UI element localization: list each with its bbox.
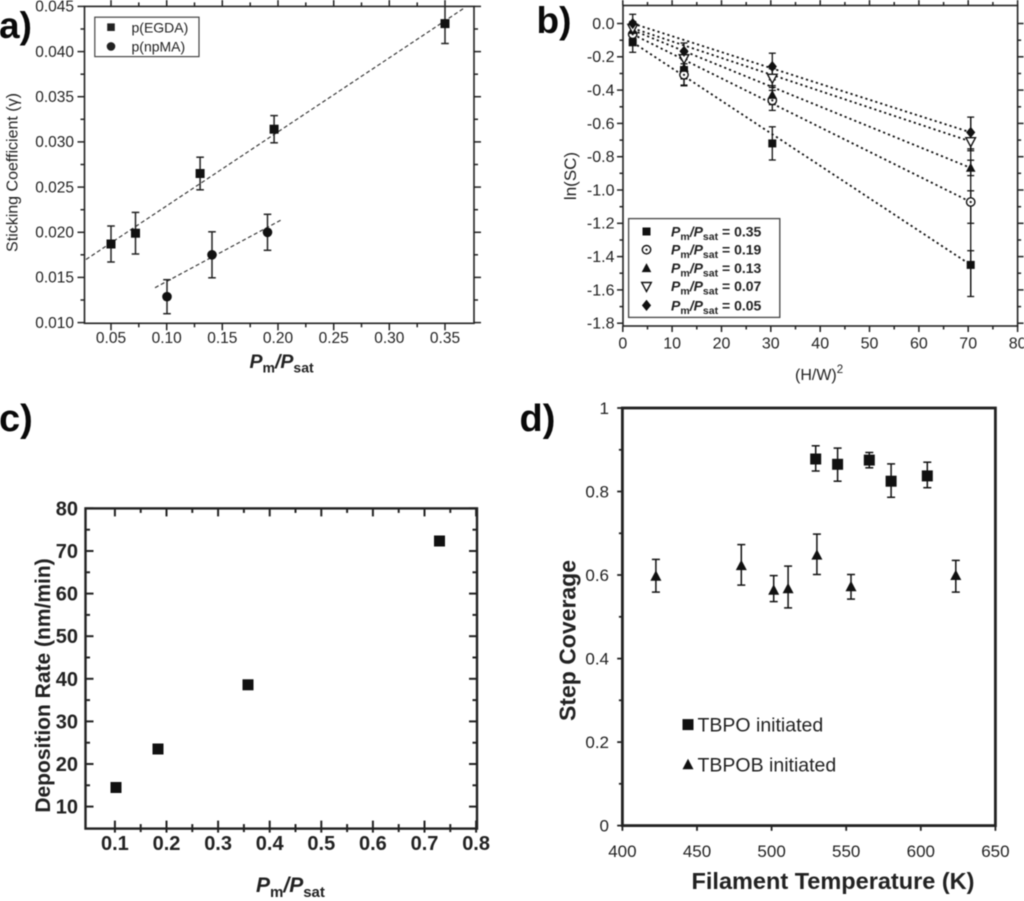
svg-text:600: 600 bbox=[907, 842, 935, 861]
svg-text:0.010: 0.010 bbox=[35, 315, 74, 332]
svg-text:TBPOB initiated: TBPOB initiated bbox=[698, 755, 837, 777]
svg-text:-0.6: -0.6 bbox=[587, 116, 615, 133]
svg-text:550: 550 bbox=[832, 842, 860, 861]
svg-text:Pm/Psat = 0.35: Pm/Psat = 0.35 bbox=[671, 223, 762, 243]
svg-text:450: 450 bbox=[683, 842, 711, 861]
svg-text:30: 30 bbox=[762, 336, 780, 353]
svg-text:Deposition Rate (nm/min): Deposition Rate (nm/min) bbox=[32, 558, 55, 812]
svg-text:b): b) bbox=[537, 0, 572, 41]
svg-text:0.020: 0.020 bbox=[35, 225, 74, 242]
svg-text:a): a) bbox=[0, 5, 32, 46]
svg-text:0.25: 0.25 bbox=[319, 330, 349, 347]
svg-text:-1.4: -1.4 bbox=[587, 249, 615, 266]
svg-text:0.015: 0.015 bbox=[35, 270, 74, 287]
svg-text:20: 20 bbox=[56, 754, 78, 776]
svg-text:-1.0: -1.0 bbox=[587, 182, 615, 199]
svg-text:0.05: 0.05 bbox=[96, 330, 126, 347]
svg-text:-1.8: -1.8 bbox=[587, 316, 615, 333]
svg-text:TBPO initiated: TBPO initiated bbox=[698, 714, 824, 736]
svg-text:650: 650 bbox=[981, 842, 1009, 861]
svg-text:0.8: 0.8 bbox=[585, 483, 609, 502]
svg-text:0: 0 bbox=[600, 817, 609, 836]
svg-text:0.5: 0.5 bbox=[307, 833, 335, 855]
svg-text:-1.6: -1.6 bbox=[587, 282, 615, 299]
svg-text:0.2: 0.2 bbox=[153, 833, 181, 855]
svg-text:Pm/Psat = 0.13: Pm/Psat = 0.13 bbox=[671, 260, 762, 280]
svg-text:0.1: 0.1 bbox=[101, 833, 129, 855]
svg-text:0.040: 0.040 bbox=[35, 44, 74, 61]
svg-text:(H/W)2: (H/W)2 bbox=[795, 364, 843, 384]
svg-text:ln(SC): ln(SC) bbox=[561, 152, 580, 200]
svg-text:c): c) bbox=[0, 398, 33, 440]
svg-text:0.6: 0.6 bbox=[585, 566, 609, 585]
svg-text:0: 0 bbox=[618, 336, 627, 353]
svg-text:30: 30 bbox=[56, 711, 78, 733]
svg-text:40: 40 bbox=[56, 669, 78, 691]
svg-text:0.35: 0.35 bbox=[430, 330, 460, 347]
svg-text:-0.2: -0.2 bbox=[587, 49, 615, 66]
svg-text:10: 10 bbox=[663, 336, 681, 353]
svg-text:500: 500 bbox=[757, 842, 785, 861]
svg-text:0.045: 0.045 bbox=[35, 0, 74, 16]
svg-text:0.030: 0.030 bbox=[35, 134, 74, 151]
svg-text:0.025: 0.025 bbox=[35, 179, 74, 196]
svg-text:80: 80 bbox=[1009, 336, 1024, 353]
svg-text:Pm/Psat = 0.19: Pm/Psat = 0.19 bbox=[671, 242, 762, 262]
svg-text:0.6: 0.6 bbox=[359, 833, 387, 855]
svg-text:0.30: 0.30 bbox=[374, 330, 405, 347]
svg-text:40: 40 bbox=[811, 336, 829, 353]
svg-text:0.20: 0.20 bbox=[263, 330, 294, 347]
svg-text:0.035: 0.035 bbox=[35, 89, 74, 106]
svg-text:400: 400 bbox=[608, 842, 636, 861]
svg-text:p(EGDA): p(EGDA) bbox=[132, 19, 189, 35]
svg-text:60: 60 bbox=[910, 336, 928, 353]
svg-text:80: 80 bbox=[56, 498, 78, 520]
svg-text:0.4: 0.4 bbox=[585, 650, 609, 669]
svg-text:50: 50 bbox=[56, 626, 78, 648]
svg-text:0.15: 0.15 bbox=[207, 330, 237, 347]
svg-text:0.10: 0.10 bbox=[152, 330, 183, 347]
svg-text:-1.2: -1.2 bbox=[587, 216, 615, 233]
svg-text:0.0: 0.0 bbox=[592, 16, 614, 33]
svg-text:0.7: 0.7 bbox=[411, 833, 439, 855]
svg-text:60: 60 bbox=[56, 584, 78, 606]
svg-text:-0.8: -0.8 bbox=[587, 149, 615, 166]
svg-text:0.8: 0.8 bbox=[462, 833, 490, 855]
svg-text:-0.4: -0.4 bbox=[587, 83, 615, 100]
svg-text:Filament Temperature (K): Filament Temperature (K) bbox=[692, 868, 975, 894]
svg-text:50: 50 bbox=[861, 336, 879, 353]
svg-text:Sticking Coefficient (γ): Sticking Coefficient (γ) bbox=[5, 93, 22, 252]
svg-text:1: 1 bbox=[600, 399, 609, 418]
svg-text:Step Coverage: Step Coverage bbox=[555, 560, 581, 721]
svg-text:p(npMA): p(npMA) bbox=[132, 39, 186, 55]
svg-text:Pm/Psat = 0.05: Pm/Psat = 0.05 bbox=[671, 297, 762, 317]
svg-text:d): d) bbox=[520, 398, 556, 440]
svg-text:0.2: 0.2 bbox=[585, 733, 609, 752]
svg-text:Pm/Psat = 0.07: Pm/Psat = 0.07 bbox=[671, 278, 762, 298]
svg-text:0.3: 0.3 bbox=[204, 833, 232, 855]
svg-text:10: 10 bbox=[56, 797, 78, 819]
svg-text:70: 70 bbox=[56, 541, 78, 563]
svg-text:0.4: 0.4 bbox=[256, 833, 285, 855]
svg-text:70: 70 bbox=[959, 336, 977, 353]
svg-text:20: 20 bbox=[713, 336, 731, 353]
